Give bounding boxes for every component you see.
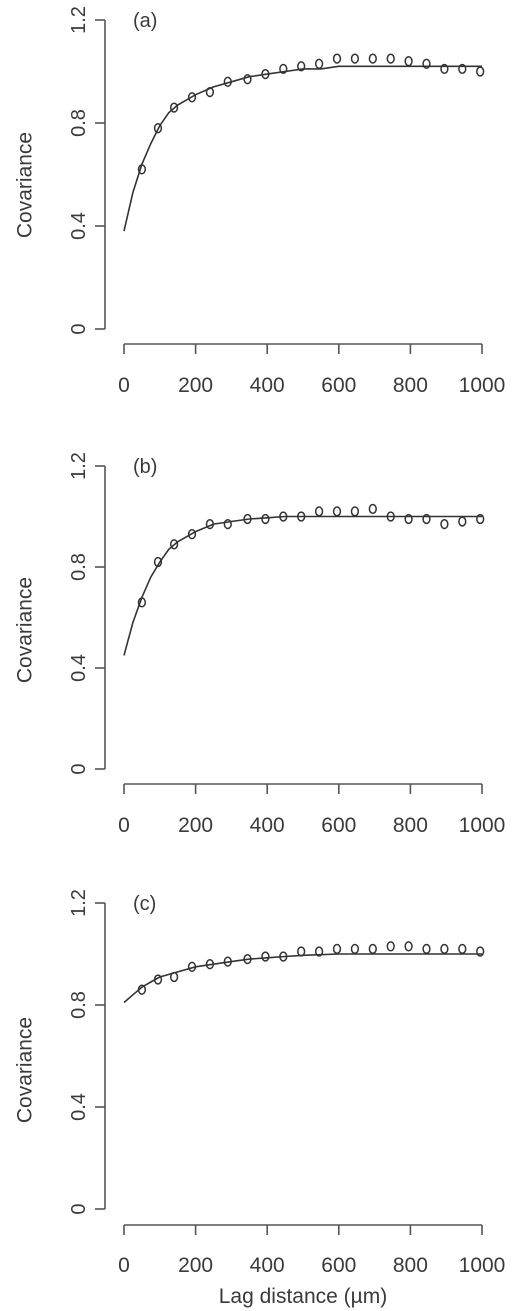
data-point [332,943,342,955]
y-tick-label: 0.4 [68,1093,90,1121]
data-point [404,941,413,952]
x-tick-label: 0 [118,814,130,837]
x-tick-label: 400 [250,814,285,837]
panel-label: (c) [133,893,156,915]
data-point [314,58,324,69]
y-tick-label: 0.8 [68,991,90,1019]
data-point [350,53,360,64]
data-point [169,539,179,550]
data-point [314,946,324,957]
x-tick-label: 800 [393,814,428,837]
data-point [476,66,485,77]
y-tick-label: 0 [68,1203,90,1214]
data-point [223,518,232,530]
y-tick-label: 1.2 [68,452,90,480]
data-point [386,941,395,952]
y-axis-title: Covariance [13,1017,36,1123]
y-axis-title: Covariance [13,132,36,238]
data-point [458,516,467,527]
fitted-curve [123,953,482,1004]
data-point [440,63,449,75]
data-point [279,63,288,75]
data-point [440,943,449,955]
y-tick-label: 1.2 [68,889,90,917]
y-tick-label: 1.2 [68,6,90,34]
data-point [422,58,431,69]
data-point [187,529,197,540]
data-point [368,503,377,515]
y-tick-label: 0.8 [68,553,90,581]
y-tick-label: 0.4 [68,212,90,240]
data-point [386,53,395,64]
y-tick-label: 0 [68,763,90,774]
data-point [422,943,431,955]
x-tick-label: 200 [178,1254,213,1277]
data-point [476,513,485,525]
x-tick-label: 0 [118,374,130,397]
panel-label: (b) [133,456,157,478]
data-point [350,943,360,955]
data-point [261,951,270,962]
data-point [440,518,449,530]
x-tick-label: 600 [321,1254,356,1277]
y-tick-label: 0 [68,323,90,334]
y-axis-title: Covariance [13,577,36,683]
chart-panel-c: 0 0.4 0.8 1.2 0 200 400 600 800 1000 Covariance (c)… [13,889,505,1308]
x-tick-label: 400 [250,1254,285,1277]
x-tick-label: 1000 [459,1254,506,1277]
data-point [169,102,179,113]
data-point [476,946,485,957]
data-point [368,53,377,64]
x-tick-label: 200 [178,814,213,837]
data-point [332,506,342,517]
x-tick-label: 800 [393,1254,428,1277]
chart-panel-b: 0 0.4 0.8 1.2 0 200 400 600 800 1000 Covariance (b) [13,452,505,837]
data-point [187,92,197,103]
data-point [261,513,270,525]
data-point [332,53,342,64]
data-point [297,61,306,72]
x-tick-label: 800 [393,374,428,397]
x-tick-label: 200 [178,374,213,397]
data-point [368,943,377,955]
fitted-curve [123,65,482,232]
data-point [404,513,413,525]
y-tick-label: 0.8 [68,109,90,137]
data-point [314,506,324,517]
data-point [458,63,467,75]
x-tick-label: 1000 [459,814,506,837]
fitted-curve [123,515,482,656]
data-point [153,123,163,134]
data-point [243,74,252,85]
x-tick-label: 600 [321,814,356,837]
y-tick-label: 0.4 [68,654,90,682]
x-axis-title: Lag distance (µm) [219,1285,388,1308]
x-tick-label: 0 [118,1254,130,1277]
data-point [422,513,431,525]
data-point [458,943,467,955]
data-point [350,506,360,517]
data-point [404,56,413,67]
panel-label: (a) [133,10,157,32]
x-tick-label: 1000 [459,374,506,397]
x-tick-label: 600 [321,374,356,397]
chart-panel-a: 0 0.4 0.8 1.2 0 200 400 600 800 1000 Covariance (a) [13,6,505,397]
x-tick-label: 400 [250,374,285,397]
